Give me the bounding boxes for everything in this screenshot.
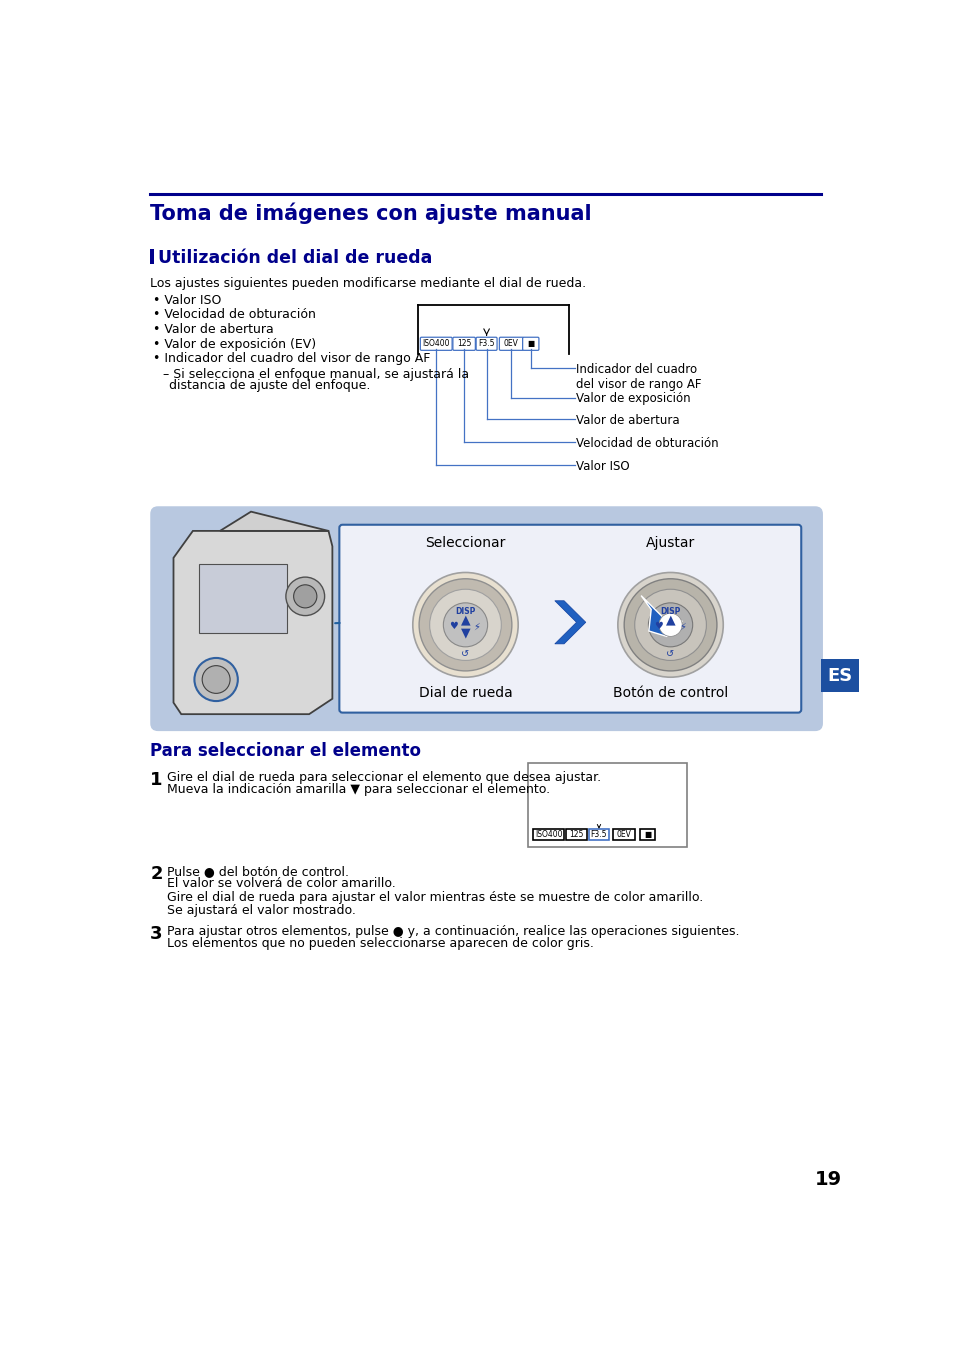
FancyBboxPatch shape bbox=[533, 829, 563, 840]
Text: 3: 3 bbox=[150, 925, 163, 943]
Text: ■: ■ bbox=[643, 829, 651, 839]
Text: Pulse ● del botón de control.: Pulse ● del botón de control. bbox=[167, 864, 349, 878]
FancyBboxPatch shape bbox=[522, 338, 538, 350]
Text: 125: 125 bbox=[569, 829, 583, 839]
Text: ↺: ↺ bbox=[461, 649, 469, 658]
Text: ▼: ▼ bbox=[460, 626, 470, 639]
Text: • Valor de exposición (EV): • Valor de exposición (EV) bbox=[153, 338, 316, 350]
FancyBboxPatch shape bbox=[150, 250, 154, 265]
Text: Los elementos que no pueden seleccionarse aparecen de color gris.: Los elementos que no pueden seleccionars… bbox=[167, 936, 594, 950]
Circle shape bbox=[294, 585, 316, 608]
Text: Se ajustará el valor mostrado.: Se ajustará el valor mostrado. bbox=[167, 904, 355, 916]
Text: El valor se volverá de color amarillo.: El valor se volverá de color amarillo. bbox=[167, 877, 395, 890]
Text: Gire el dial de rueda para seleccionar el elemento que desea ajustar.: Gire el dial de rueda para seleccionar e… bbox=[167, 771, 600, 784]
Text: Para ajustar otros elementos, pulse ● y, a continuación, realice las operaciones: Para ajustar otros elementos, pulse ● y,… bbox=[167, 925, 739, 938]
Text: F3.5: F3.5 bbox=[477, 339, 495, 349]
Text: Mueva la indicación amarilla ▼ para seleccionar el elemento.: Mueva la indicación amarilla ▼ para sele… bbox=[167, 783, 550, 797]
Text: Valor ISO: Valor ISO bbox=[576, 460, 630, 474]
Text: Valor de abertura: Valor de abertura bbox=[576, 414, 679, 427]
Circle shape bbox=[202, 666, 230, 693]
Text: 2: 2 bbox=[150, 864, 163, 883]
FancyBboxPatch shape bbox=[476, 338, 497, 350]
Circle shape bbox=[194, 658, 237, 702]
FancyBboxPatch shape bbox=[420, 338, 452, 350]
Circle shape bbox=[648, 603, 692, 647]
Text: • Valor de abertura: • Valor de abertura bbox=[153, 323, 274, 337]
Text: ♥: ♥ bbox=[654, 622, 662, 631]
Circle shape bbox=[413, 573, 517, 677]
FancyBboxPatch shape bbox=[820, 660, 859, 692]
Text: ↺: ↺ bbox=[666, 649, 674, 658]
Text: ■: ■ bbox=[527, 339, 534, 349]
Text: ▲: ▲ bbox=[460, 613, 470, 626]
Text: DISP: DISP bbox=[455, 607, 476, 616]
Text: ES: ES bbox=[826, 666, 852, 685]
Text: 19: 19 bbox=[814, 1170, 841, 1189]
Text: Botón de control: Botón de control bbox=[612, 687, 727, 700]
Text: ♥: ♥ bbox=[449, 622, 457, 631]
Circle shape bbox=[659, 613, 681, 636]
Polygon shape bbox=[220, 512, 328, 531]
FancyBboxPatch shape bbox=[528, 764, 686, 847]
Text: Seleccionar: Seleccionar bbox=[425, 536, 505, 550]
Text: DISP: DISP bbox=[659, 607, 680, 616]
Text: ⚡: ⚡ bbox=[678, 622, 685, 631]
Circle shape bbox=[618, 573, 722, 677]
Text: • Valor ISO: • Valor ISO bbox=[153, 293, 221, 307]
FancyBboxPatch shape bbox=[339, 525, 801, 712]
Circle shape bbox=[418, 579, 512, 670]
FancyBboxPatch shape bbox=[498, 338, 523, 350]
Text: Para seleccionar el elemento: Para seleccionar el elemento bbox=[150, 742, 421, 760]
Polygon shape bbox=[555, 601, 585, 643]
Text: distancia de ajuste del enfoque.: distancia de ajuste del enfoque. bbox=[169, 379, 370, 392]
Text: Ajustar: Ajustar bbox=[645, 536, 695, 550]
Text: – Si selecciona el enfoque manual, se ajustará la: – Si selecciona el enfoque manual, se aj… bbox=[162, 369, 468, 381]
Text: Velocidad de obturación: Velocidad de obturación bbox=[576, 437, 719, 451]
Text: ISO400: ISO400 bbox=[422, 339, 450, 349]
Polygon shape bbox=[640, 596, 681, 636]
Text: Gire el dial de rueda para ajustar el valor mientras éste se muestre de color am: Gire el dial de rueda para ajustar el va… bbox=[167, 892, 702, 904]
Text: 0EV: 0EV bbox=[616, 829, 631, 839]
Text: Indicador del cuadro
del visor de rango AF: Indicador del cuadro del visor de rango … bbox=[576, 364, 701, 391]
Text: 0EV: 0EV bbox=[503, 339, 518, 349]
Circle shape bbox=[623, 579, 716, 670]
Text: Valor de exposición: Valor de exposición bbox=[576, 392, 690, 406]
FancyBboxPatch shape bbox=[565, 829, 586, 840]
FancyBboxPatch shape bbox=[612, 829, 635, 840]
FancyBboxPatch shape bbox=[589, 829, 608, 840]
FancyBboxPatch shape bbox=[150, 506, 822, 731]
Text: Toma de imágenes con ajuste manual: Toma de imágenes con ajuste manual bbox=[150, 204, 591, 224]
Text: • Indicador del cuadro del visor de rango AF: • Indicador del cuadro del visor de rang… bbox=[153, 353, 430, 365]
Text: ISO400: ISO400 bbox=[535, 829, 561, 839]
Text: 1: 1 bbox=[150, 771, 163, 790]
Text: ▲: ▲ bbox=[665, 613, 675, 626]
Text: ⚡: ⚡ bbox=[473, 622, 480, 631]
Text: Dial de rueda: Dial de rueda bbox=[418, 687, 512, 700]
Polygon shape bbox=[173, 531, 332, 714]
Circle shape bbox=[429, 589, 500, 661]
Text: F3.5: F3.5 bbox=[590, 829, 607, 839]
Circle shape bbox=[286, 577, 324, 616]
Circle shape bbox=[443, 603, 487, 647]
Circle shape bbox=[634, 589, 705, 661]
FancyBboxPatch shape bbox=[199, 565, 287, 632]
Text: • Velocidad de obturación: • Velocidad de obturación bbox=[153, 308, 315, 322]
Text: 125: 125 bbox=[456, 339, 471, 349]
FancyBboxPatch shape bbox=[453, 338, 475, 350]
FancyBboxPatch shape bbox=[639, 829, 655, 840]
Text: Los ajustes siguientes pueden modificarse mediante el dial de rueda.: Los ajustes siguientes pueden modificars… bbox=[150, 277, 586, 290]
Text: Utilización del dial de rueda: Utilización del dial de rueda bbox=[158, 250, 432, 267]
